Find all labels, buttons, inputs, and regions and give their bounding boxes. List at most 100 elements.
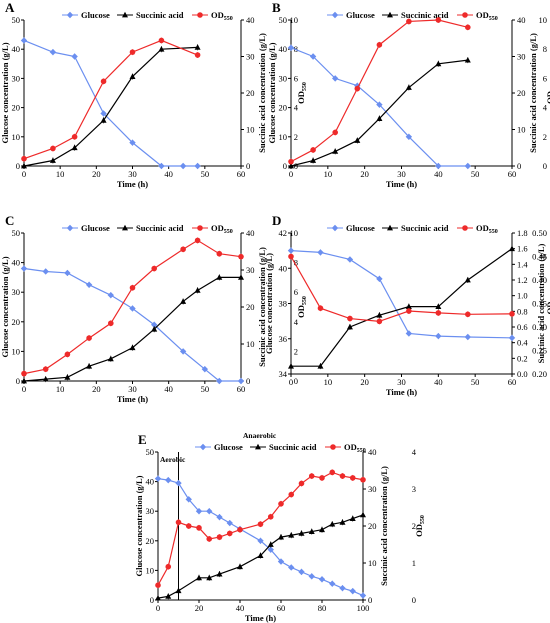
y-right2-axis-title: OD550	[414, 515, 426, 537]
legend-od-label: OD550	[211, 10, 233, 22]
data-point-succinic-acid	[158, 46, 165, 52]
data-point-succinic-acid	[435, 303, 442, 310]
data-point-glucose	[151, 321, 158, 328]
y-right1-tick-label: 0	[368, 595, 372, 605]
data-point-od550	[165, 563, 172, 570]
data-point-od550	[175, 519, 182, 526]
data-point-succinic-acid	[237, 563, 243, 570]
y-right1-tick-label: 0.0	[517, 369, 528, 379]
y-right1-tick-label: 1.6	[517, 244, 528, 254]
data-point-glucose	[257, 537, 264, 544]
x-tick-label: 60	[508, 377, 517, 387]
data-point-od550	[329, 469, 336, 476]
x-tick-label: 30	[128, 169, 137, 179]
x-axis-title: Time (h)	[245, 613, 276, 623]
data-point-od550	[339, 473, 346, 479]
data-point-od550	[71, 134, 78, 140]
data-point-od550	[349, 475, 356, 481]
x-tick-label: 80	[318, 603, 327, 613]
data-point-od550	[206, 536, 213, 542]
y-right2-tick-label: 4	[294, 103, 299, 113]
data-point-succinic-acid	[86, 363, 93, 369]
data-point-glucose	[376, 101, 383, 108]
data-point-succinic-acid	[216, 570, 223, 577]
data-point-glucose	[288, 564, 295, 571]
data-point-od550	[50, 145, 56, 152]
data-point-od550	[376, 42, 383, 48]
y-right2-tick-label: 8	[543, 44, 547, 54]
x-axis-title: Time (h)	[386, 387, 417, 397]
panel-label: E	[138, 432, 147, 447]
y-right2-tick-label: 0.25	[532, 346, 547, 356]
y-right1-axis-title: Succinic acid concentration (g/L)	[257, 247, 267, 367]
y-right1-axis-title: Succinic acid concentration (g/L)	[379, 466, 389, 586]
x-tick-label: 40	[164, 169, 173, 179]
y-left-axis-title: Glucose concentration (g/L)	[264, 253, 274, 354]
y-right1-tick-label: 20	[246, 88, 255, 98]
data-point-glucose	[185, 496, 192, 503]
x-tick-label: 50	[471, 169, 480, 179]
data-point-od550	[308, 473, 315, 479]
y-right2-tick-label: 1	[412, 558, 416, 568]
data-point-succinic-acid	[64, 374, 71, 380]
x-tick-label: 0	[22, 169, 26, 179]
panel-label: D	[272, 213, 281, 228]
data-point-od550	[194, 52, 201, 58]
legend-od-label: OD550	[476, 223, 498, 235]
data-point-od550	[376, 318, 383, 325]
data-point-succinic-acid	[71, 144, 78, 151]
legend-od-label: OD550	[476, 10, 498, 22]
x-tick-label: 10	[324, 169, 333, 179]
data-point-od550	[310, 147, 316, 153]
data-point-od550	[465, 311, 471, 318]
legend-glucose-marker	[66, 11, 74, 19]
data-point-glucose	[165, 476, 172, 484]
y-left-tick-label: 10	[12, 346, 21, 356]
y-left-tick-label: 36	[279, 334, 288, 344]
data-point-succinic-acid	[196, 574, 202, 581]
data-point-glucose	[85, 281, 93, 288]
y-right2-axis-title: OD550	[296, 82, 308, 104]
data-point-glucose	[277, 558, 285, 565]
x-axis-title: Time (h)	[117, 179, 148, 189]
data-point-glucose	[71, 53, 78, 60]
data-point-succinic-acid	[21, 377, 27, 384]
legend-glucose-label: Glucose	[346, 10, 375, 20]
data-point-succinic-acid	[288, 362, 294, 369]
data-point-succinic-acid	[310, 157, 317, 163]
data-point-glucose	[129, 139, 136, 146]
series-line-succinic-acid	[23, 276, 241, 382]
x-tick-label: 50	[201, 169, 210, 179]
data-point-succinic-acid	[129, 344, 136, 351]
x-axis-title: Time (h)	[117, 394, 148, 404]
y-right2-axis-title: OD550	[545, 293, 550, 315]
y-left-tick-label: 10	[12, 132, 21, 142]
data-point-glucose	[405, 133, 413, 140]
y-right1-tick-label: 40	[246, 15, 255, 25]
series-line-glucose	[290, 47, 468, 167]
legend-od-marker	[462, 12, 468, 18]
y-left-tick-label: 42	[279, 228, 288, 238]
data-point-od550	[151, 265, 157, 272]
y-right2-tick-label: 2	[543, 132, 547, 142]
data-point-succinic-acid	[238, 274, 244, 280]
data-point-succinic-acid	[267, 541, 274, 547]
data-point-succinic-acid	[435, 60, 442, 67]
x-tick-label: 10	[56, 169, 65, 179]
legend-succinic-label: Succinic acid	[401, 10, 449, 20]
data-point-glucose	[20, 265, 28, 272]
x-tick-label: 50	[471, 377, 480, 387]
data-point-succinic-acid	[107, 355, 114, 362]
y-left-tick-label: 50	[12, 228, 21, 238]
data-point-glucose	[435, 332, 442, 340]
y-right2-tick-label: 0.45	[532, 252, 547, 262]
data-point-succinic-acid	[257, 552, 264, 558]
y-left-axis-title: Glucose concentration (g/L)	[134, 475, 144, 576]
data-point-od550	[288, 158, 294, 165]
data-point-od550	[129, 284, 136, 291]
series-line-od550	[23, 39, 198, 160]
data-point-glucose	[287, 247, 295, 254]
y-right1-tick-label: 0.8	[517, 306, 528, 316]
y-left-tick-label: 20	[12, 103, 21, 113]
